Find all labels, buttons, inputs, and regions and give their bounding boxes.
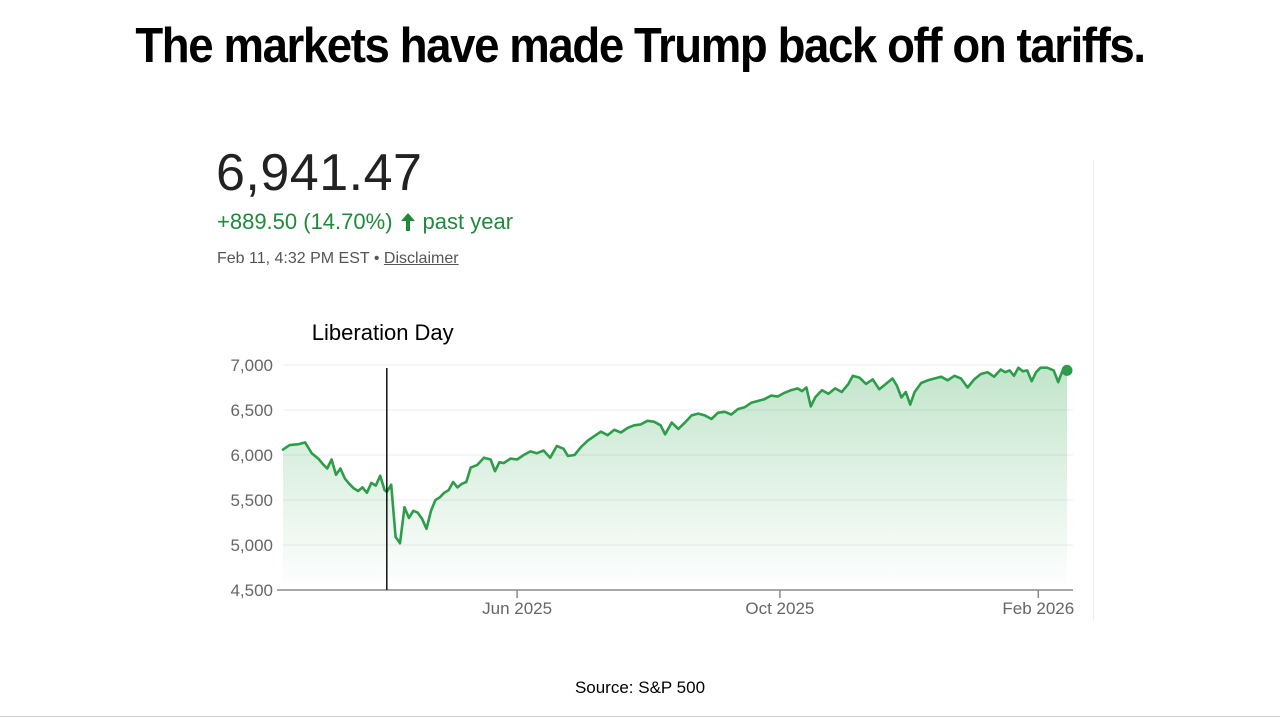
y-tick-label: 4,500 <box>230 581 273 600</box>
disclaimer-link[interactable]: Disclaimer <box>383 250 459 267</box>
y-tick-label: 5,500 <box>230 491 273 510</box>
x-tick-label: Oct 2025 <box>745 599 814 618</box>
y-tick-label: 7,000 <box>230 356 273 375</box>
price-change: +889.50 (14.70%) past year <box>217 209 513 235</box>
quote-timestamp: Feb 11, 4:32 PM EST <box>217 250 370 267</box>
bottom-divider <box>0 716 1280 717</box>
y-tick-label: 5,000 <box>230 536 273 555</box>
quote-timestamp-row: Feb 11, 4:32 PM EST • Disclaimer <box>217 250 459 268</box>
change-value: +889.50 (14.70%) <box>217 209 393 234</box>
last-point-marker <box>1061 364 1073 376</box>
index-price: 6,941.47 <box>216 144 423 202</box>
x-tick-label: Jun 2025 <box>482 599 552 618</box>
y-tick-label: 6,000 <box>230 446 273 465</box>
change-period: past year <box>422 209 514 234</box>
chart-border <box>1093 160 1094 620</box>
source-caption: Source: S&P 500 <box>574 678 706 697</box>
liberation-day-label: Liberation Day <box>312 320 454 345</box>
series-line <box>281 366 1069 545</box>
slide-title: The markets have made Trump back off on … <box>135 19 1146 73</box>
arrow-up-icon <box>400 213 415 231</box>
series-area-fill <box>283 367 1067 590</box>
x-tick-label: Feb 2026 <box>1002 599 1074 618</box>
separator-dot: • <box>373 250 380 267</box>
y-tick-label: 6,500 <box>230 401 273 420</box>
